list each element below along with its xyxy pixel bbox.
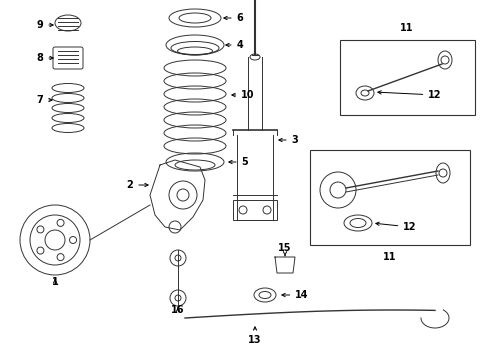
Text: 12: 12 [378,90,442,100]
Text: 2: 2 [126,180,148,190]
Bar [233,200,277,220]
Text: 3: 3 [279,135,298,145]
Text: 9: 9 [37,20,53,30]
Bar [340,40,475,115]
Text: 8: 8 [37,53,53,63]
Text: 6: 6 [224,13,244,23]
Text: 5: 5 [229,157,248,167]
Text: 11: 11 [400,23,414,33]
Text: 15: 15 [278,243,292,256]
Text: 14: 14 [282,290,309,300]
Text: 1: 1 [51,277,58,287]
Text: 16: 16 [171,305,185,315]
Text: 12: 12 [376,222,417,232]
Text: 7: 7 [37,95,52,105]
Text: 13: 13 [248,327,262,345]
Text: 4: 4 [226,40,244,50]
Bar [310,150,470,245]
Text: 11: 11 [383,252,397,262]
Text: 10: 10 [232,90,255,100]
